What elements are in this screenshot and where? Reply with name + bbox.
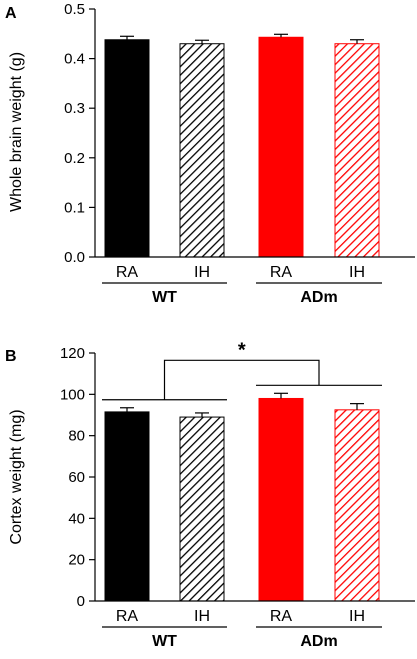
significance-star: * bbox=[238, 339, 246, 361]
panel-a-y-tick-label-3: 0.3 bbox=[64, 100, 85, 117]
panel-b-axes: 0 20 40 60 80 100 120 RA IH RA IH WT ADm bbox=[60, 345, 415, 650]
panel-a-category-label-4: IH bbox=[349, 264, 365, 281]
panel-a-bar-4 bbox=[334, 43, 380, 258]
panel-b-bar-2 bbox=[179, 416, 225, 602]
panel-b-category-label-2: IH bbox=[194, 608, 210, 625]
panel-a-group-label-2: ADm bbox=[300, 289, 337, 306]
panel-a-chart: A Whole brain weight (g) 0.0 0.1 0.2 0.3 0.4… bbox=[5, 1, 415, 306]
panel-b-chart: B Cortex weight (mg) 0 20 40 60 80 100 120 RA IH… bbox=[5, 339, 415, 650]
panel-a-y-tick-label-2: 0.2 bbox=[64, 150, 85, 167]
panel-a-label: A bbox=[5, 5, 17, 22]
panel-b-y-tick-label-5: 100 bbox=[60, 386, 85, 403]
panel-a-group-label-1: WT bbox=[152, 289, 177, 306]
panel-b-bar-4 bbox=[334, 409, 380, 602]
panel-b-y-tick-label-3: 60 bbox=[68, 469, 85, 486]
panel-b-y-axis-label: Cortex weight (mg) bbox=[8, 409, 25, 544]
panel-b-bar-1 bbox=[104, 411, 150, 602]
panel-a-category-label-1: RA bbox=[116, 264, 139, 281]
panel-b-significance: * bbox=[102, 339, 382, 401]
panel-a-category-label-2: IH bbox=[194, 264, 210, 281]
panel-b-category-label-4: IH bbox=[349, 608, 365, 625]
panel-b-y-tick-label-4: 80 bbox=[68, 428, 85, 445]
panel-a-y-tick-label-4: 0.4 bbox=[64, 51, 85, 68]
panel-b-y-tick-label-6: 120 bbox=[60, 345, 85, 362]
panel-b-y-tick-label-1: 20 bbox=[68, 552, 85, 569]
panel-a-y-axis-label: Whole brain weight (g) bbox=[8, 52, 25, 212]
panel-a-bars bbox=[104, 33, 380, 258]
panel-b-group-label-1: WT bbox=[152, 633, 177, 650]
panel-b-category-label-3: RA bbox=[270, 608, 293, 625]
panel-b-group-label-2: ADm bbox=[300, 633, 337, 650]
panel-b-bars bbox=[104, 392, 380, 602]
significance-bracket bbox=[163, 359, 320, 400]
panel-b-category-label-1: RA bbox=[116, 608, 139, 625]
panel-a-bar-3 bbox=[258, 36, 304, 258]
panel-b-y-tick-label-2: 40 bbox=[68, 510, 85, 527]
panel-b-label: B bbox=[5, 348, 17, 365]
panel-a-y-tick-label-0: 0.0 bbox=[64, 249, 85, 266]
panel-a-bar-1 bbox=[104, 39, 150, 258]
panel-b-bar-3 bbox=[258, 397, 304, 602]
panel-a-y-tick-label-5: 0.5 bbox=[64, 1, 85, 18]
panel-a-bar-2 bbox=[179, 43, 225, 258]
panel-a-y-tick-label-1: 0.1 bbox=[64, 199, 85, 216]
panel-a-axes: 0.0 0.1 0.2 0.3 0.4 0.5 RA IH RA IH WT ADm bbox=[64, 1, 415, 306]
panel-a-category-label-3: RA bbox=[270, 264, 293, 281]
panel-b-y-tick-label-0: 0 bbox=[77, 593, 85, 610]
